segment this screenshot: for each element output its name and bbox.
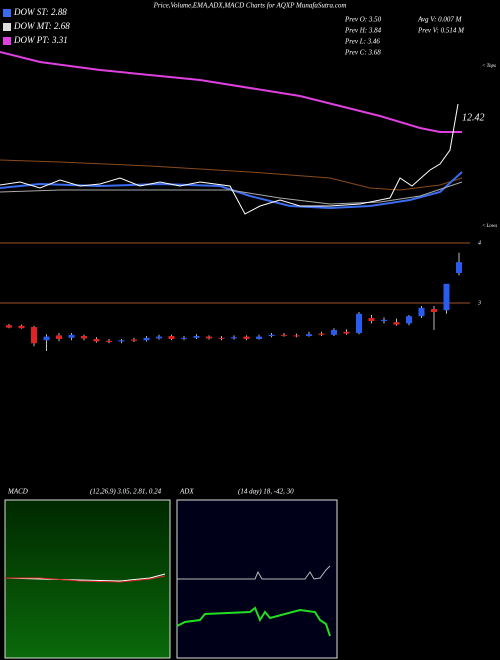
chart-title: Price,Volume,EMA,ADX,MACD Charts for AQX…: [153, 2, 347, 10]
candle-body: [118, 340, 125, 342]
y-tick-label: 4: [478, 239, 481, 246]
candle-body: [218, 337, 225, 339]
prev-high: Prev H: 3.84: [344, 27, 382, 35]
candle-body: [268, 334, 275, 336]
avg-volume: Avg V: 0.007 M: [417, 16, 463, 24]
tops-label: < Tops: [482, 64, 496, 69]
candle-body: [181, 337, 187, 339]
candle-body: [343, 331, 350, 334]
candle-body: [106, 340, 112, 342]
candle-body: [293, 335, 300, 337]
candle-body: [418, 307, 425, 317]
candle-body: [393, 322, 400, 325]
candle-body: [318, 333, 325, 335]
candle-body: [256, 336, 262, 339]
candle-body: [143, 337, 150, 341]
prev-low: Prev L: 3.46: [344, 38, 380, 46]
candle-body: [156, 336, 162, 339]
st-line: [0, 171, 463, 210]
adx-line: [177, 565, 331, 580]
candle-body: [68, 334, 75, 338]
legend-swatch: [3, 37, 11, 45]
candle-body: [93, 339, 100, 342]
candle-body: [331, 330, 337, 335]
prev-open: Prev O: 3.50: [344, 16, 382, 24]
pt-line: [0, 51, 462, 133]
prev-volume: Prev V: 0.514 M: [417, 27, 465, 35]
di-line: [176, 606, 331, 637]
legend-swatch: [3, 23, 11, 31]
candle-body: [443, 283, 450, 311]
candle-body: [6, 325, 12, 328]
lows-label: < Lows: [482, 224, 497, 229]
ema-long: [0, 159, 463, 191]
macd-line: [4, 573, 166, 582]
candle-body: [381, 319, 387, 321]
candle-body: [231, 337, 237, 339]
candle-body: [243, 336, 250, 339]
candle-body: [43, 336, 50, 341]
legend-label: DOW MT: 2.68: [13, 21, 70, 31]
macd-signal: [5, 575, 166, 583]
candle-body: [456, 262, 462, 273]
candle-body: [81, 336, 87, 339]
candle-body: [31, 327, 37, 344]
candle-body: [406, 316, 412, 324]
adx-params: (14 day) 18, -42, 30: [238, 488, 294, 496]
candle-body: [356, 313, 362, 333]
price-line: [0, 103, 459, 215]
y-tick-label: 3: [477, 300, 481, 306]
candle-body: [193, 336, 200, 338]
candle-body: [368, 318, 375, 321]
candle-body: [281, 334, 287, 336]
legend-swatch: [3, 9, 11, 17]
candle-body: [306, 334, 312, 336]
adx-label: ADX: [179, 488, 194, 496]
candle-body: [18, 325, 25, 329]
mt-line: [0, 181, 463, 205]
prev-close: Prev C: 3.68: [344, 49, 381, 57]
candle-body: [56, 335, 62, 339]
last-price-label: 12.42: [462, 112, 485, 123]
candle-body: [131, 339, 137, 341]
legend-label: DOW ST: 2.88: [13, 7, 67, 17]
candle-body: [431, 309, 437, 312]
legend-label: DOW PT: 3.31: [13, 35, 68, 45]
macd-params: (12,26,9) 3.05, 2.81, 0.24: [90, 488, 162, 496]
candle-body: [206, 336, 212, 339]
macd-label: MACD: [7, 488, 28, 496]
candle-body: [168, 336, 175, 339]
